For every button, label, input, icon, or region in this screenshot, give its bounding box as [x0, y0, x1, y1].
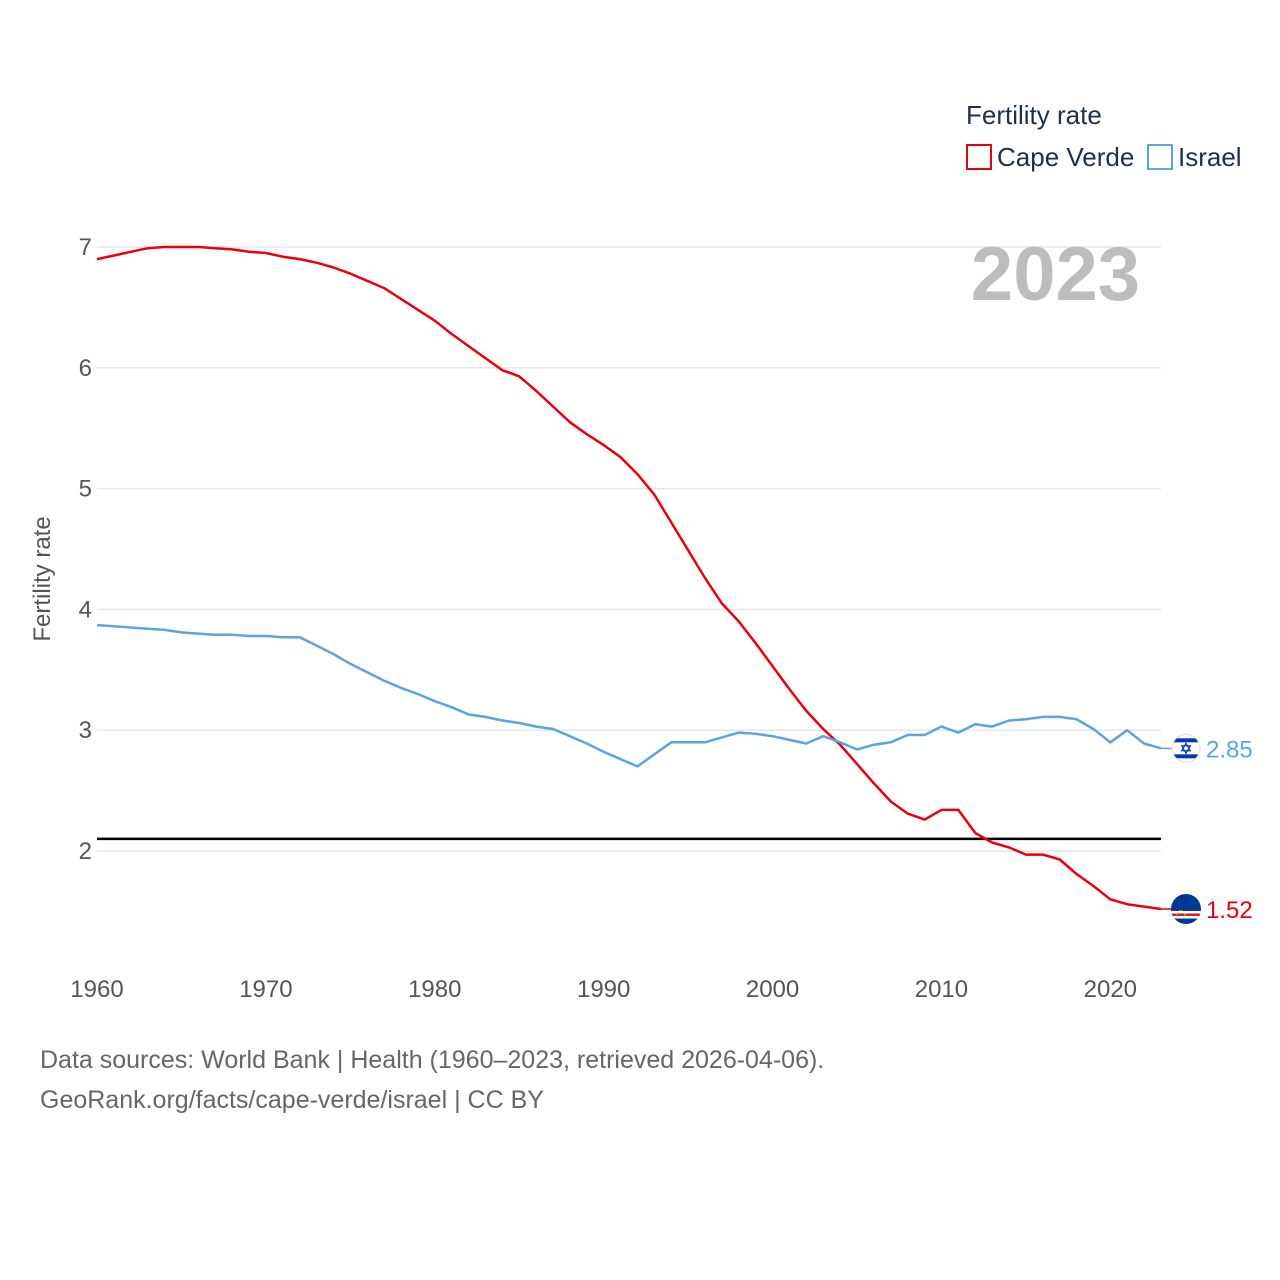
y-tick-label: 2	[79, 838, 92, 865]
legend: Fertility rate Cape Verde Israel	[966, 100, 1242, 172]
y-tick-label: 6	[79, 355, 92, 382]
x-tick-label: 2010	[915, 976, 968, 1003]
y-tick-label: 5	[79, 476, 92, 503]
legend-swatch-israel[interactable]	[1147, 144, 1173, 170]
series-end-markers: 2.85 1.52	[1171, 733, 1253, 924]
legend-label-israel[interactable]: Israel	[1178, 142, 1242, 172]
cape-verde-flag-icon	[1171, 893, 1201, 924]
x-tick-label: 1970	[239, 976, 292, 1003]
y-tick-label: 7	[79, 234, 92, 261]
x-tick-label: 1990	[577, 976, 630, 1003]
legend-swatch-cape-verde[interactable]	[966, 144, 992, 170]
series-line-israel[interactable]	[96, 623, 1162, 768]
x-tick-label: 2020	[1084, 976, 1137, 1003]
x-tick-label: 2000	[746, 976, 799, 1003]
y-tick-label: 3	[79, 717, 92, 744]
y-axis-ticks: 2 3 4 5 6 7	[79, 234, 92, 865]
series-line-cape-verde[interactable]	[96, 245, 1162, 911]
year-label: 2023	[971, 232, 1140, 317]
legend-title: Fertility rate	[966, 100, 1102, 130]
israel-flag-icon	[1171, 733, 1201, 763]
legend-label-cape-verde[interactable]: Cape Verde	[997, 142, 1134, 172]
series-lines	[96, 245, 1186, 911]
x-tick-label: 1980	[408, 976, 461, 1003]
x-tick-label: 1960	[70, 976, 123, 1003]
israel-end-value: 2.85	[1206, 736, 1253, 763]
y-axis-title: Fertility rate	[29, 516, 56, 641]
grid-lines	[97, 246, 1161, 852]
cape-verde-end-value: 1.52	[1206, 897, 1253, 924]
data-source-note: Data sources: World Bank | Health (1960–…	[40, 1046, 825, 1074]
credit-link[interactable]: GeoRank.org/facts/cape-verde/israel | CC…	[40, 1086, 544, 1114]
y-tick-label: 4	[79, 596, 92, 623]
x-axis-ticks: 1960 1970 1980 1990 2000 2010 2020	[70, 976, 1137, 1003]
